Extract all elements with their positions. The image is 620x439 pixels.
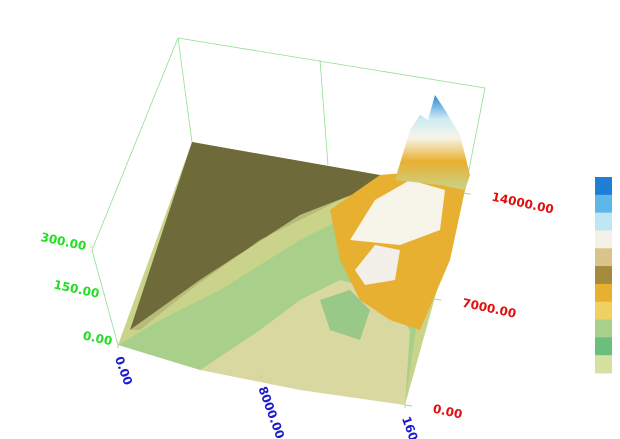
z-tick-label: 0.00 (82, 329, 114, 349)
colorbar-band (595, 355, 612, 374)
colorbar-band (595, 301, 612, 321)
colorbar-band (595, 177, 612, 196)
colorbar-band (595, 194, 612, 214)
colorbar-band (595, 248, 612, 267)
z-tick-label: 300.00 (39, 230, 87, 253)
x-tick-label: 16000.00 (399, 414, 434, 439)
colorbar-band (595, 212, 612, 231)
y-tick-label: 7000.00 (461, 296, 517, 321)
colorbar-band (595, 283, 612, 303)
colorbar-band (595, 337, 612, 356)
x-tick-label: 0.00 (112, 354, 135, 387)
colorbar-band (595, 266, 612, 285)
x-tick-label: 8000.00 (255, 384, 287, 439)
z-tick-label: 150.00 (52, 278, 100, 301)
tick-mark (463, 192, 471, 195)
bounding-box (91, 37, 486, 346)
colorbar-band (595, 319, 612, 338)
surface (118, 95, 470, 405)
y-tick-label: 0.00 (432, 402, 464, 422)
colorbar-band (595, 230, 612, 249)
y-tick-label: 14000.00 (490, 190, 555, 217)
tick-mark (404, 404, 413, 407)
colorbar (595, 177, 612, 374)
tick-mark (434, 298, 442, 301)
